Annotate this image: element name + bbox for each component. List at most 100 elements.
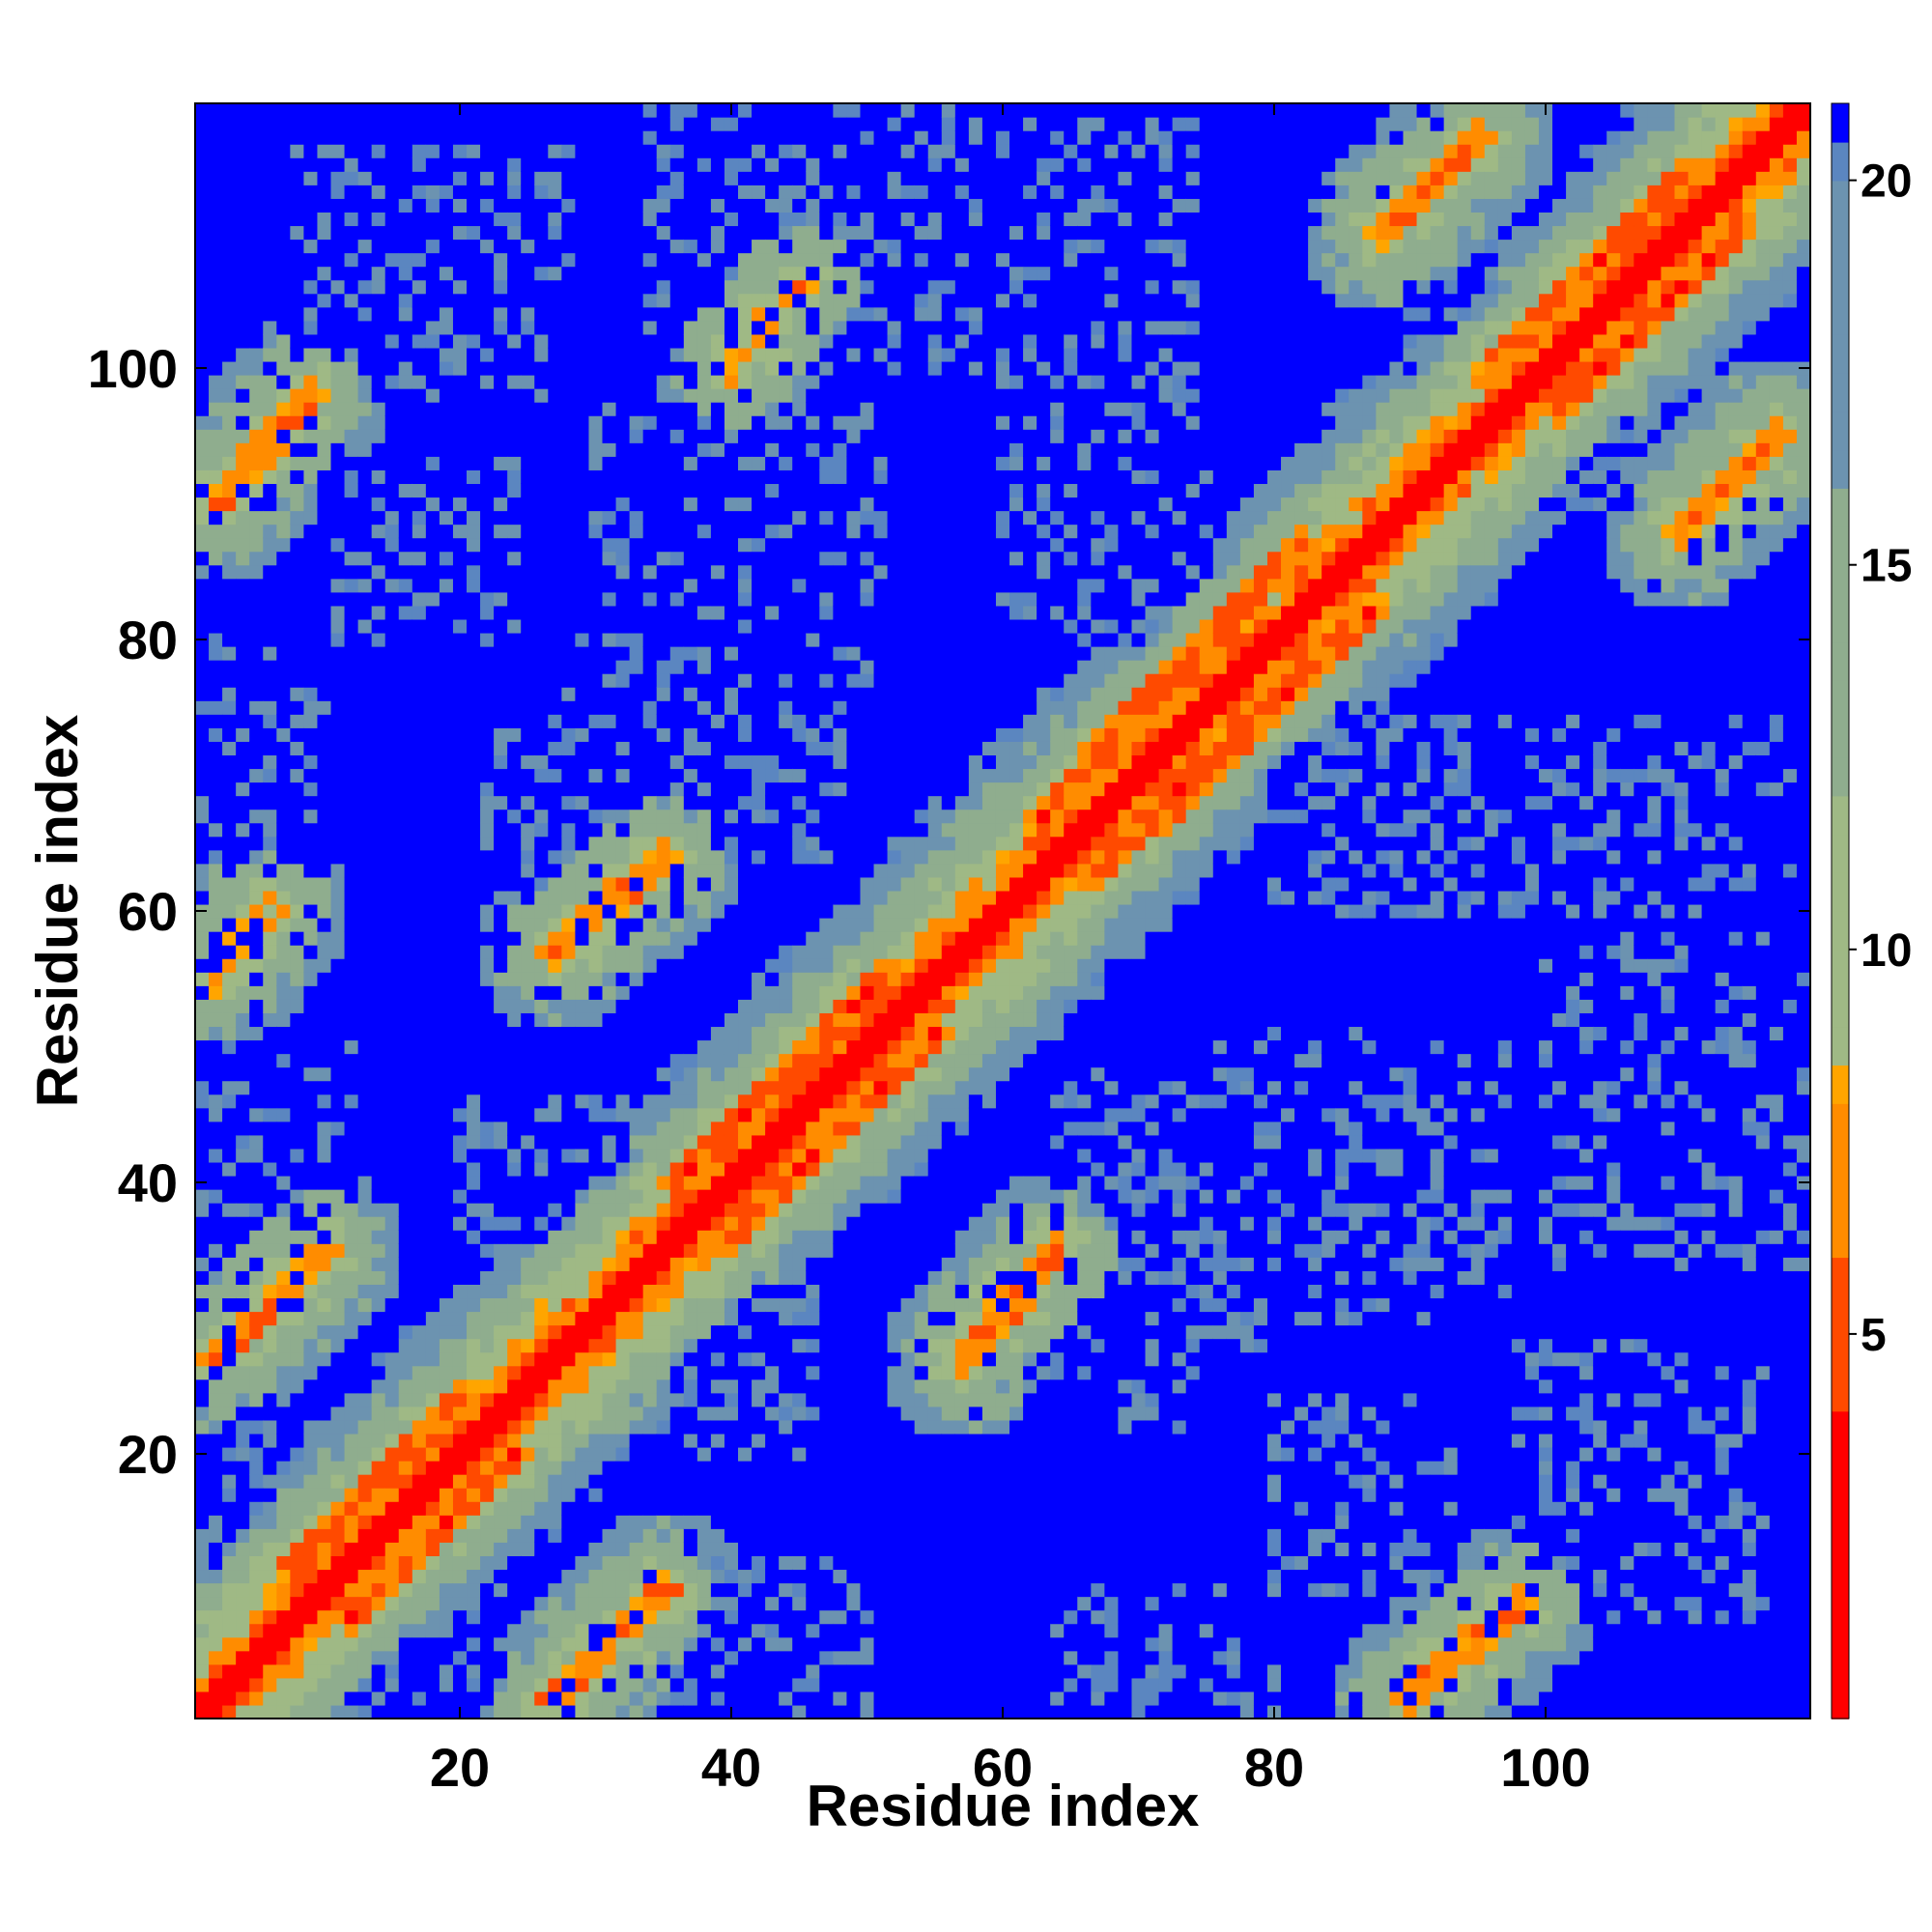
heatmap-cell (615, 1270, 631, 1285)
heatmap-cell (696, 605, 712, 620)
heatmap-cell (534, 293, 549, 308)
heatmap-cell (249, 1026, 264, 1041)
heatmap-cell (384, 320, 400, 335)
heatmap-cell (602, 754, 617, 770)
heatmap-cell (561, 1026, 577, 1041)
heatmap-cell (507, 551, 522, 566)
heatmap-cell (642, 1257, 658, 1271)
heatmap-cell (303, 429, 319, 443)
heatmap-cell (263, 1365, 277, 1380)
heatmap-cell (330, 809, 346, 824)
heatmap-cell (209, 918, 223, 932)
heatmap-cell (724, 185, 739, 199)
heatmap-cell (209, 1284, 223, 1299)
heatmap-cell (507, 1039, 522, 1055)
heatmap-cell (209, 171, 223, 185)
heatmap-cell (384, 646, 400, 661)
heatmap-cell (738, 266, 753, 281)
heatmap-cell (534, 1446, 549, 1462)
heatmap-cell (209, 958, 223, 973)
heatmap-cell (507, 795, 522, 810)
heatmap-cell (439, 781, 454, 797)
heatmap-cell (615, 171, 631, 185)
heatmap-cell (548, 524, 562, 539)
heatmap-cell (452, 1677, 468, 1692)
heatmap-cell (195, 1107, 210, 1122)
heatmap-cell (439, 1365, 454, 1380)
heatmap-cell (439, 1243, 454, 1258)
heatmap-cell (249, 605, 264, 620)
heatmap-cell (276, 1161, 291, 1177)
heatmap-cell (222, 144, 237, 158)
heatmap-cell (412, 1677, 427, 1692)
heatmap-cell (344, 415, 359, 430)
heatmap-cell (398, 1623, 413, 1638)
heatmap-cell (738, 822, 753, 838)
heatmap-cell (276, 1324, 291, 1340)
heatmap-cell (236, 1203, 250, 1217)
heatmap-cell (561, 660, 577, 674)
heatmap-cell (642, 863, 658, 878)
heatmap-cell (534, 1161, 549, 1177)
heatmap-cell (330, 402, 346, 416)
heatmap-cell (752, 1419, 766, 1435)
heatmap-cell (602, 1406, 617, 1421)
heatmap-cell (669, 456, 685, 470)
heatmap-cell (521, 1542, 535, 1556)
heatmap-cell (752, 890, 766, 905)
heatmap-cell (656, 1433, 671, 1448)
heatmap-cell (467, 456, 481, 470)
heatmap-cell (642, 171, 658, 185)
heatmap-cell (330, 1501, 346, 1516)
heatmap-cell (330, 456, 346, 470)
heatmap-cell (209, 388, 223, 403)
heatmap-cell (209, 130, 223, 145)
heatmap-cell (344, 1094, 359, 1109)
heatmap-cell (290, 687, 304, 701)
heatmap-cell (371, 1433, 386, 1448)
heatmap-cell (752, 198, 766, 213)
heatmap-cell (575, 1501, 590, 1516)
heatmap-cell (710, 1677, 725, 1692)
heatmap-cell (752, 212, 766, 227)
heatmap-cell (317, 605, 332, 620)
heatmap-cell (480, 646, 495, 661)
heatmap-cell (195, 1542, 210, 1556)
heatmap-cell (467, 687, 481, 701)
heatmap-cell (629, 1555, 644, 1571)
heatmap-cell (588, 660, 604, 674)
heatmap-cell (642, 1107, 658, 1122)
heatmap-cell (642, 714, 658, 728)
heatmap-cell (588, 918, 604, 932)
heatmap-cell (467, 714, 481, 728)
heatmap-cell (696, 551, 712, 566)
heatmap-cell (588, 306, 604, 322)
heatmap-cell (548, 1189, 562, 1204)
heatmap-cell (195, 1053, 210, 1068)
heatmap-cell (683, 293, 698, 308)
heatmap-cell (752, 171, 766, 185)
heatmap-cell (629, 279, 644, 295)
heatmap-cell (412, 293, 427, 308)
heatmap-cell (696, 185, 712, 199)
heatmap-cell (521, 442, 535, 457)
heatmap-cell (696, 1392, 712, 1407)
heatmap-cell (534, 1121, 549, 1136)
heatmap-cell (317, 999, 332, 1013)
heatmap-cell (384, 918, 400, 932)
heatmap-cell (642, 754, 658, 770)
heatmap-cell (452, 972, 468, 986)
heatmap-cell (249, 1175, 264, 1190)
heatmap-cell (548, 1175, 562, 1190)
heatmap-cell (330, 375, 346, 389)
heatmap-cell (738, 1474, 753, 1489)
heatmap-cell (588, 1406, 604, 1421)
heatmap-cell (412, 279, 427, 295)
heatmap-cell (480, 1175, 495, 1190)
heatmap-cell (575, 1257, 590, 1271)
heatmap-cell (548, 402, 562, 416)
heatmap-cell (276, 225, 291, 241)
heatmap-cell (222, 972, 237, 986)
heatmap-cell (276, 564, 291, 580)
heatmap-cell (249, 1636, 264, 1652)
